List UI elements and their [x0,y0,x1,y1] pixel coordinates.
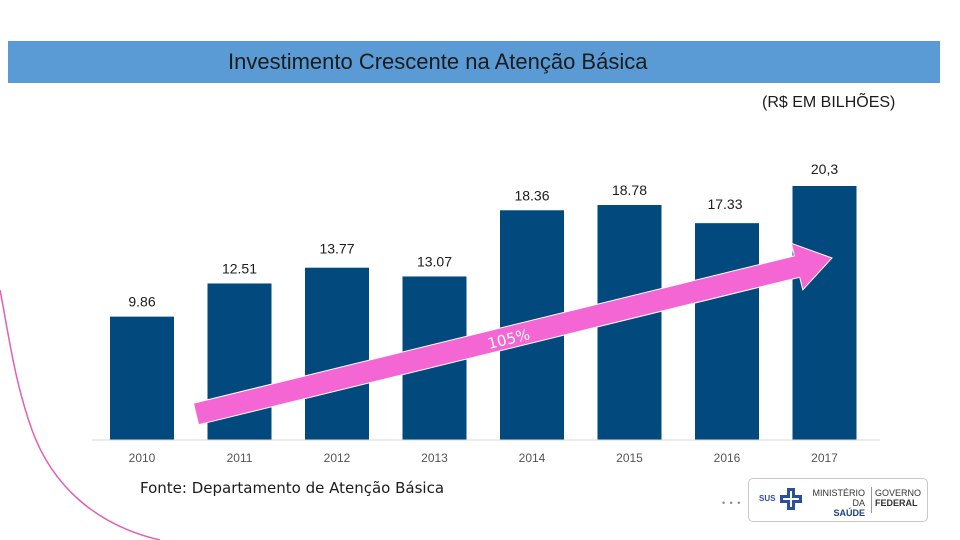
value-label: 13.77 [319,241,354,257]
x-tick-label: 2014 [519,451,546,465]
ministry-line2: SAÚDE [833,508,865,518]
x-tick-label: 2015 [616,451,643,465]
x-tick-label: 2012 [324,451,351,465]
bar-2017 [792,186,857,440]
labels-layer: 2010 9.86 2011 12.51 2012 13.77 2013 13.07 2014 1… [128,161,838,465]
x-tick-label: 2011 [227,451,253,465]
page-title: Investimento Crescente na Atenção Básica [228,49,648,74]
x-tick-label: 2017 [811,451,838,465]
decor-curve [0,289,161,540]
unit-label: (R$ EM BILHÕES) [762,94,896,111]
sus-logo-text: SUS [759,494,776,503]
bar-2010 [110,316,174,440]
gov-line1: GOVERNO [875,488,922,498]
arrow-layer [192,242,833,426]
bar-2016 [695,223,759,440]
trend-arrow [192,242,833,426]
gov-line2: FEDERAL [875,498,918,508]
value-label: 18.36 [514,187,549,203]
ministry-line1: MINISTÉRIO DA [812,488,865,508]
title-bar [8,41,940,83]
x-tick-label: 2016 [714,451,741,465]
value-label: 9.86 [128,294,155,310]
value-label: 12.51 [222,260,257,276]
ministry-text: MINISTÉRIO DA SAÚDE [809,488,865,518]
bar-2012 [305,267,369,440]
ministry-logo: SUS MINISTÉRIO DA SAÚDE GOVERNO FEDERAL [748,478,928,522]
value-label: 20,3 [811,161,838,177]
value-label: 17.33 [707,196,742,212]
cross-icon [780,488,802,510]
value-label: 13.07 [417,253,452,269]
x-tick-label: 2010 [129,451,156,465]
logo-divider [871,487,872,513]
logo-dots: • • • [722,498,742,508]
source-note: Fonte: Departamento de Atenção Básica [140,479,445,497]
value-label: 18.78 [612,182,647,198]
x-tick-label: 2013 [421,451,448,465]
government-text: GOVERNO FEDERAL [875,488,921,508]
